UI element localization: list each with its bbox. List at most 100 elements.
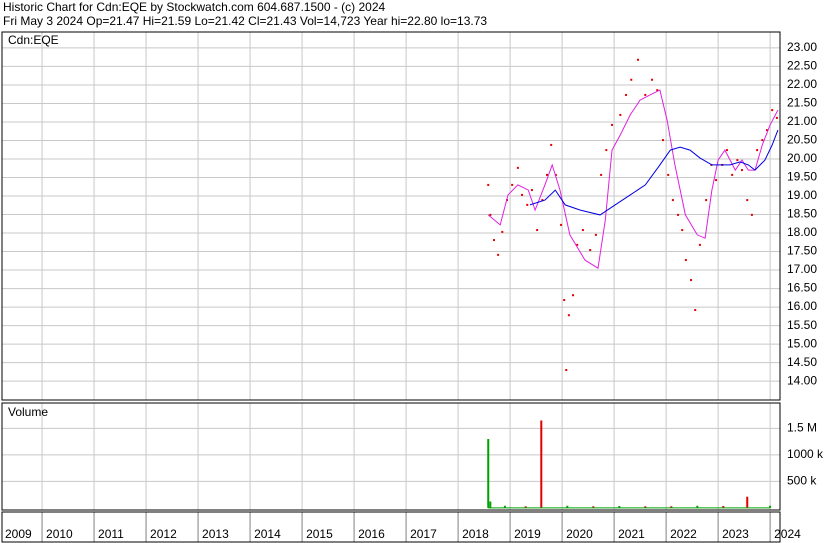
price-dot: [661, 139, 664, 142]
y-tick-label: 14.50: [787, 355, 817, 369]
price-dot: [572, 294, 575, 297]
price-dot: [731, 173, 734, 176]
price-dot: [746, 199, 749, 202]
price-dot: [625, 93, 628, 96]
x-tick-label: 2023: [722, 527, 749, 541]
price-dot: [775, 116, 778, 119]
price-dot: [715, 179, 718, 182]
price-dot: [563, 299, 566, 302]
price-dot: [644, 93, 647, 96]
x-tick-label: 2012: [150, 527, 177, 541]
price-dot: [667, 173, 670, 176]
grid: [2, 32, 780, 542]
chart-title: Historic Chart for Cdn:EQE by Stockwatch…: [3, 0, 385, 14]
y-tick-label: 21.50: [787, 96, 817, 110]
price-dot: [736, 159, 739, 162]
x-tick-label: 2022: [670, 527, 697, 541]
price-panel: [1, 31, 781, 401]
x-tick-label: 2021: [618, 527, 645, 541]
price-dot: [594, 233, 597, 236]
price-dot: [630, 78, 633, 81]
x-tick-label: 2014: [254, 527, 281, 541]
price-dot: [487, 183, 490, 186]
volume-bar: [618, 506, 621, 508]
y-tick-label: 20.50: [787, 133, 817, 147]
y-tick-label: 19.00: [787, 188, 817, 202]
volume-bar: [540, 420, 543, 508]
y-tick-label: 18.00: [787, 225, 817, 239]
price-dot: [516, 166, 519, 169]
volume-bar: [696, 505, 699, 508]
x-tick-label: 2010: [46, 527, 73, 541]
price-dot: [619, 113, 622, 116]
x-tick-label: 2018: [462, 527, 489, 541]
y-tick-label: 16.50: [787, 281, 817, 295]
price-dot: [681, 229, 684, 232]
price-dot: [611, 123, 614, 126]
x-tick-label: 2009: [5, 527, 32, 541]
price-dot: [497, 253, 500, 256]
x-axis-panel: [1, 511, 781, 543]
price-dot: [554, 173, 557, 176]
y-tick-label: 1.5 M: [787, 421, 817, 435]
x-tick-label: 2013: [202, 527, 229, 541]
price-dot: [771, 109, 774, 112]
price-dot: [492, 239, 495, 242]
price-dot: [536, 229, 539, 232]
price-dot: [690, 279, 693, 282]
price-dot: [741, 169, 744, 172]
price-dot: [765, 129, 768, 132]
price-dot: [550, 143, 553, 146]
y-tick-label: 20.00: [787, 151, 817, 165]
x-tick-label: 2020: [566, 527, 593, 541]
price-dot: [501, 230, 504, 233]
price-dot: [605, 149, 608, 152]
volume-bar: [487, 439, 490, 508]
y-tick-label: 22.00: [787, 77, 817, 91]
y-tick-label: 16.00: [787, 299, 817, 313]
y-tick-label: 23.00: [787, 40, 817, 54]
x-tick-label: 2015: [306, 527, 333, 541]
price-dot: [705, 199, 708, 202]
y-tick-label: 500 k: [787, 474, 817, 488]
price-dot: [725, 149, 728, 152]
y-tick-label: 15.50: [787, 318, 817, 332]
y-tick-label: 14.00: [787, 373, 817, 387]
price-dot: [521, 193, 524, 196]
price-dot: [565, 369, 568, 372]
price-dot: [761, 139, 764, 142]
price-dot: [671, 199, 674, 202]
volume-bar: [524, 506, 527, 508]
panel-label: Volume: [8, 405, 48, 419]
price-dot: [526, 203, 529, 206]
price-dot: [567, 314, 570, 317]
panel-label: Cdn:EQE: [8, 33, 59, 47]
x-tick-label: 2024: [774, 527, 801, 541]
volume-bar: [503, 505, 506, 508]
volume-bar: [566, 505, 569, 508]
moving-average-line: [487, 89, 779, 270]
price-dot: [530, 189, 533, 192]
price-dot: [677, 213, 680, 216]
price-dot: [656, 89, 659, 92]
volume-bar: [722, 506, 725, 508]
price-dot: [581, 229, 584, 232]
price-dot: [756, 149, 759, 152]
x-tick-label: 2011: [98, 527, 124, 541]
price-dot: [546, 173, 549, 176]
marks: [487, 58, 779, 509]
price-dot: [637, 58, 640, 61]
price-dot: [541, 199, 544, 202]
volume-bar: [670, 506, 673, 508]
volume-bar: [746, 496, 749, 508]
moving-average-line: [529, 129, 779, 216]
price-dot: [684, 259, 687, 262]
y-tick-label: 21.00: [787, 114, 817, 128]
price-dot: [576, 243, 579, 246]
x-tick-label: 2019: [514, 527, 541, 541]
price-dot: [600, 173, 603, 176]
price-dot: [560, 223, 563, 226]
price-dot: [698, 243, 701, 246]
quote-line: Fri May 3 2024 Op=21.47 Hi=21.59 Lo=21.4…: [3, 14, 487, 28]
